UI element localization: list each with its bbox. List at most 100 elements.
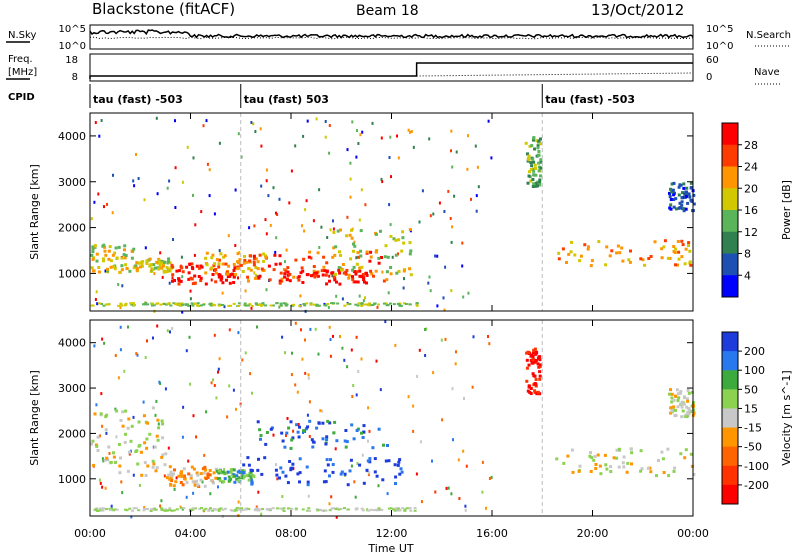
echo-cell: [322, 265, 326, 269]
echo-cell: [377, 427, 381, 431]
echo-cell: [681, 243, 685, 247]
echo-cell: [355, 262, 359, 266]
echo-speckle: [381, 270, 384, 274]
ground-scatter-cell: [396, 507, 400, 510]
echo-cell: [351, 275, 354, 279]
echo-cell: [225, 278, 228, 282]
echo-cell: [386, 444, 389, 447]
echo-cell: [284, 269, 288, 273]
echo-speckle: [402, 286, 405, 290]
echo-cell: [534, 166, 537, 170]
echo-cell: [672, 469, 676, 473]
echo-cell: [673, 251, 677, 254]
echo-cell: [103, 458, 107, 462]
echo-cell: [119, 456, 122, 460]
echo-speckle: [349, 161, 352, 165]
echo-cell: [156, 438, 160, 442]
ground-scatter-cell: [200, 507, 203, 509]
echo-speckle: [415, 472, 418, 476]
echo-cell: [379, 229, 382, 233]
ground-scatter-cell: [360, 507, 364, 510]
echo-cell: [382, 443, 385, 447]
echo-speckle: [301, 224, 303, 228]
range-tick-label: 2000: [58, 222, 86, 235]
echo-speckle: [217, 367, 220, 371]
ground-scatter-cell: [396, 509, 400, 512]
ground-scatter-cell: [219, 507, 223, 510]
echo-cell: [95, 259, 99, 263]
echo-cell: [227, 479, 231, 483]
ground-scatter-cell: [240, 507, 244, 510]
echo-cell: [225, 270, 229, 274]
echo-cell: [358, 266, 362, 270]
echo-cell: [167, 473, 171, 477]
echo-speckle: [308, 400, 311, 404]
echo-cell: [533, 360, 537, 364]
ground-scatter-cell: [377, 507, 381, 510]
echo-speckle: [353, 240, 356, 244]
time-tick-label: 12:00: [376, 527, 408, 540]
ground-scatter-cell: [124, 508, 127, 511]
echo-speckle: [265, 288, 268, 292]
nave-label: Nave: [754, 67, 780, 78]
echo-cell: [92, 256, 96, 260]
echo-cell: [362, 276, 366, 280]
ground-scatter-cell: [120, 304, 124, 307]
freq-left-tick-top: 18: [65, 55, 78, 66]
echo-speckle: [237, 276, 239, 280]
echo-cell: [599, 472, 603, 476]
cpid-row: CPID tau (fast) -503 tau (fast) 503 tau (f…: [8, 84, 635, 108]
time-tick-label: 16:00: [476, 527, 508, 540]
echo-cell: [247, 279, 250, 283]
echo-cell: [199, 276, 203, 280]
ground-scatter-cell: [102, 304, 106, 307]
echo-speckle: [257, 490, 260, 494]
echo-speckle: [234, 244, 237, 247]
echo-speckle: [285, 434, 287, 437]
echo-cell: [249, 468, 253, 472]
echo-cell: [387, 459, 391, 463]
echo-cell: [170, 474, 174, 478]
echo-cell: [295, 423, 299, 427]
echo-speckle: [294, 321, 297, 325]
colorbar-tick-label: -100: [744, 460, 769, 473]
echo-cell: [678, 391, 682, 395]
echo-cell: [398, 472, 402, 476]
ground-scatter-cell: [95, 509, 98, 511]
echo-cell: [610, 249, 614, 253]
echo-cell: [680, 239, 684, 243]
echo-cell: [672, 193, 676, 197]
echo-cell: [686, 397, 689, 401]
echo-cell: [304, 427, 308, 431]
echo-cell: [223, 254, 227, 258]
echo-speckle: [424, 328, 427, 331]
echo-cell: [692, 408, 696, 412]
echo-cell: [218, 258, 221, 262]
colorbar-swatch: [722, 408, 738, 429]
ground-scatter-cell: [162, 303, 166, 305]
ground-scatter-cell: [160, 509, 164, 511]
echo-speckle: [328, 151, 331, 155]
echo-cell: [166, 260, 170, 264]
echo-cell: [259, 434, 263, 437]
echo-cell: [221, 470, 225, 474]
echo-cell: [604, 263, 608, 267]
colorbar-label: Power [dB]: [780, 180, 793, 240]
echo-cell: [232, 281, 236, 284]
echo-speckle: [253, 271, 256, 275]
echo-speckle: [193, 253, 196, 257]
echo-cell: [284, 474, 288, 478]
echo-cell: [570, 240, 573, 244]
echo-cell: [171, 273, 175, 277]
echo-cell: [93, 244, 97, 248]
echo-cell: [586, 247, 590, 251]
echo-cell: [531, 354, 535, 358]
echo-cell: [106, 269, 109, 273]
echo-cell: [130, 256, 134, 260]
echo-cell: [222, 255, 226, 259]
echo-speckle: [181, 275, 184, 279]
colorbar-swatch: [722, 231, 738, 254]
echo-cell: [298, 471, 302, 475]
echo-cell: [171, 279, 174, 283]
echo-cell: [682, 207, 686, 211]
